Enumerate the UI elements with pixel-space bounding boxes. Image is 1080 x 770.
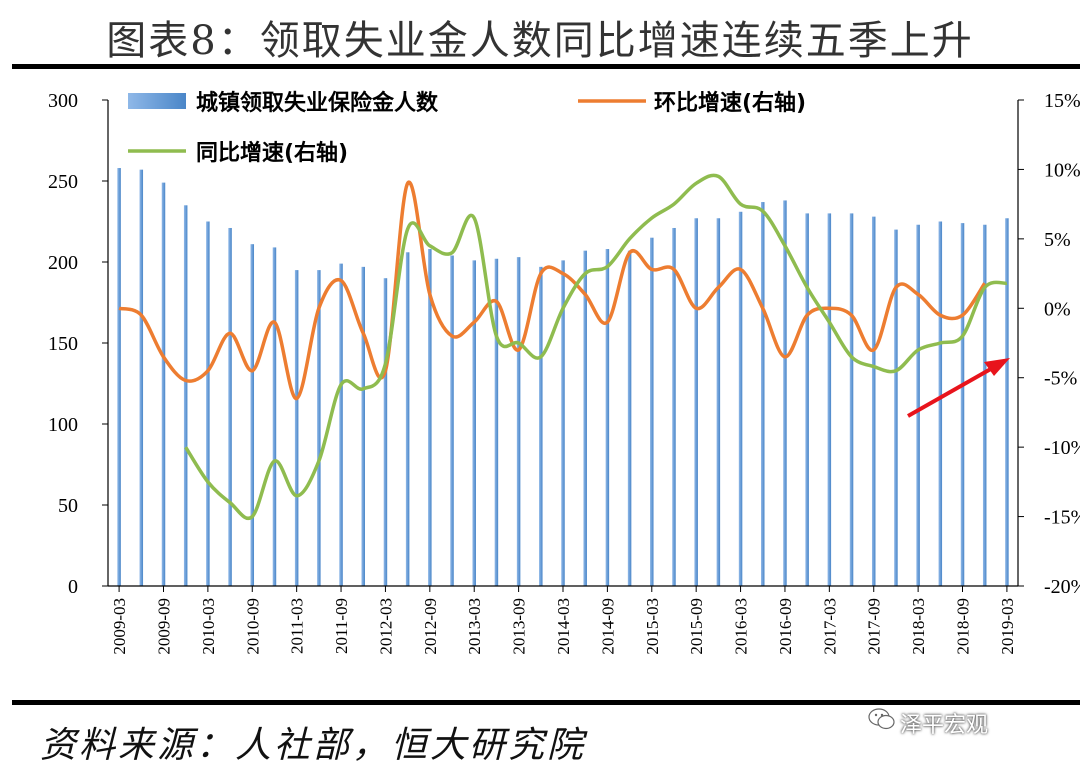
bar <box>472 260 476 586</box>
bar <box>139 169 144 586</box>
bar <box>228 227 232 587</box>
x-tick-label: 2014-03 <box>554 598 573 655</box>
source-note: 资料来源：人社部，恒大研究院 <box>40 725 587 766</box>
bar <box>694 218 698 586</box>
bar <box>738 211 743 586</box>
top-rule <box>12 64 1080 69</box>
y-right-tick-label: -15% <box>1044 507 1080 529</box>
annotation-arrow-head <box>984 358 1010 376</box>
bar <box>161 182 166 586</box>
bar <box>428 249 432 587</box>
y-right-tick-label: -5% <box>1044 368 1077 390</box>
x-tick-label: 2013-03 <box>465 598 484 655</box>
watermark: 泽平宏观 <box>900 713 989 738</box>
bar <box>294 270 299 586</box>
bar <box>561 260 565 586</box>
x-tick-label: 2013-09 <box>510 598 529 655</box>
y-left-tick-label: 200 <box>48 252 78 274</box>
x-tick-label: 2009-03 <box>110 598 129 655</box>
bar <box>494 258 499 586</box>
bar <box>805 213 809 586</box>
bar <box>716 218 721 586</box>
bar <box>450 255 454 586</box>
y-right-tick-label: 5% <box>1044 229 1071 251</box>
y-right-tick-label: 10% <box>1044 159 1080 181</box>
x-tick-label: 2017-09 <box>865 598 884 655</box>
yoy-series-line <box>184 173 1008 520</box>
y-right-tick-label: 15% <box>1044 90 1080 112</box>
bottom-rule <box>12 700 1080 705</box>
bar <box>627 250 632 586</box>
bar <box>339 263 343 586</box>
x-tick-label: 2011-03 <box>288 598 307 654</box>
y-left-tick-label: 0 <box>68 576 78 598</box>
legend-label-qoq: 环比增速(右轴) <box>654 90 806 116</box>
x-tick-label: 2016-09 <box>776 598 795 655</box>
bar <box>605 249 610 587</box>
bar <box>272 247 277 587</box>
y-right-tick-label: 0% <box>1044 298 1071 320</box>
bar <box>871 216 876 586</box>
bar <box>405 252 410 586</box>
x-tick-label: 2018-03 <box>909 598 928 655</box>
wechat-icon <box>868 708 895 730</box>
bar <box>206 221 210 586</box>
bar <box>960 223 965 586</box>
y-right-tick-label: -20% <box>1044 576 1080 598</box>
bar <box>583 250 587 586</box>
bar <box>783 200 787 586</box>
x-tick-label: 2019-03 <box>998 598 1017 655</box>
bar <box>938 221 943 586</box>
y-left-tick-label: 50 <box>58 495 78 517</box>
bar <box>982 224 987 587</box>
bar <box>361 266 365 586</box>
bar <box>650 237 654 586</box>
x-tick-label: 2010-09 <box>243 598 262 655</box>
bar <box>117 168 121 586</box>
bar <box>539 266 543 586</box>
x-tick-label: 2017-03 <box>820 598 839 655</box>
x-tick-label: 2012-03 <box>376 598 395 655</box>
bar <box>916 224 920 587</box>
x-tick-label: 2016-03 <box>732 598 751 655</box>
x-tick-label: 2015-09 <box>687 598 706 655</box>
bar <box>761 202 765 586</box>
annotation-arrow-shaft <box>907 364 997 418</box>
bar <box>1005 218 1009 586</box>
y-right-tick-label: -10% <box>1044 437 1080 459</box>
bar <box>516 257 521 586</box>
bar <box>383 278 388 586</box>
x-tick-label: 2014-09 <box>598 598 617 655</box>
x-tick-label: 2010-03 <box>199 598 218 655</box>
x-tick-label: 2018-09 <box>954 598 973 655</box>
y-left-tick-label: 250 <box>48 171 78 193</box>
bar <box>849 213 854 586</box>
legend-label-yoy: 同比增速(右轴) <box>196 140 348 166</box>
bar <box>672 227 676 587</box>
x-tick-label: 2012-09 <box>421 598 440 655</box>
y-left-tick-label: 150 <box>48 333 78 355</box>
x-tick-label: 2011-09 <box>332 598 351 654</box>
qoq-series-line <box>118 180 987 401</box>
bar <box>317 270 321 586</box>
bar <box>250 244 255 586</box>
y-left-tick-label: 100 <box>48 414 78 436</box>
y-left-tick-label: 300 <box>48 90 78 112</box>
legend-swatch-bar <box>128 93 186 109</box>
legend-label-bar: 城镇领取失业保险金人数 <box>196 90 439 116</box>
bar <box>827 213 832 586</box>
bar <box>183 205 188 587</box>
bar <box>894 229 898 586</box>
x-tick-label: 2015-03 <box>643 598 662 655</box>
x-tick-label: 2009-09 <box>154 598 173 655</box>
chart-title: 图表8：领取失业金人数同比增速连续五季上升 <box>106 18 974 64</box>
chart: 0 50 100 150 200 250 300 -20% -15% -10% -5% 0% 5% 10%… <box>48 90 1080 655</box>
